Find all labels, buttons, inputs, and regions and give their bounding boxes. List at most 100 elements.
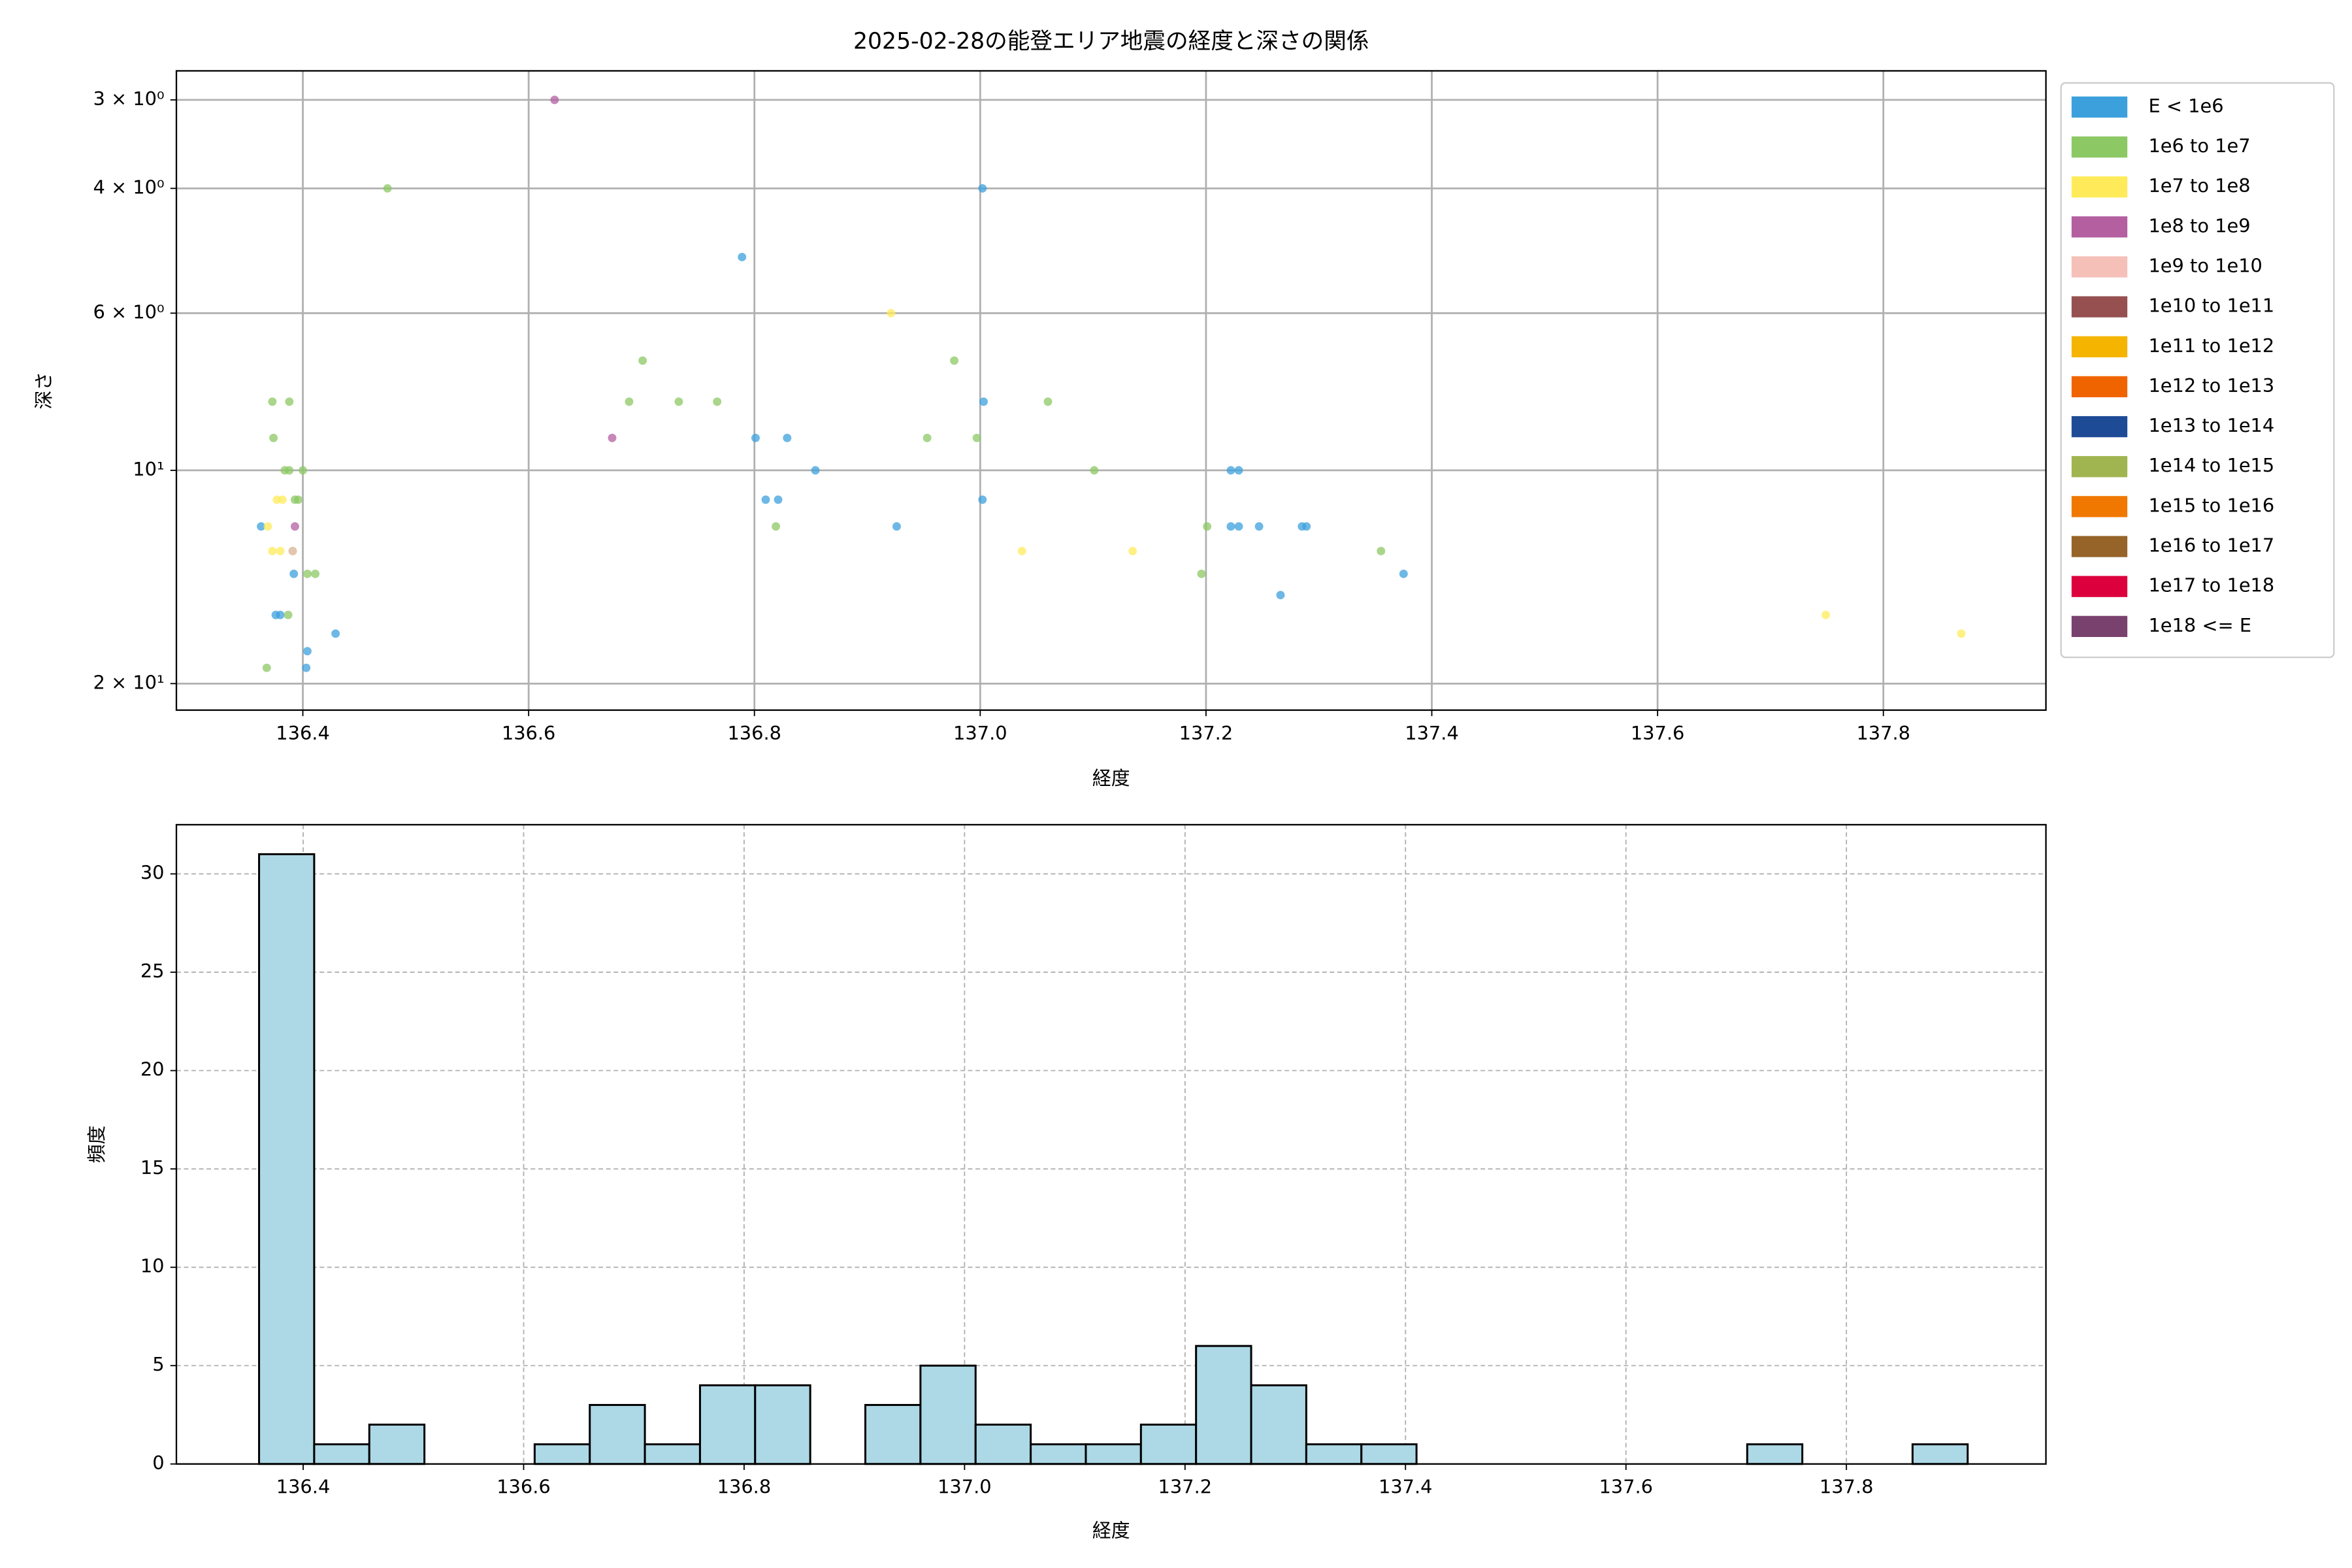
scatter-point: [638, 356, 647, 365]
scatter-point: [761, 495, 770, 504]
scatter-point: [978, 184, 987, 193]
legend-label: 1e11 to 1e12: [2148, 335, 2274, 357]
scatter-point: [302, 569, 312, 578]
scatter-point: [268, 546, 277, 555]
scatter-point: [290, 522, 299, 531]
y-tick-label: 10: [140, 1255, 165, 1277]
scatter-point: [751, 433, 760, 442]
x-tick-label: 137.6: [1599, 1476, 1653, 1498]
legend-swatch: [2071, 496, 2128, 517]
x-tick-label: 137.4: [1405, 722, 1459, 744]
legend-label: 1e10 to 1e11: [2148, 295, 2274, 317]
legend-swatch: [2071, 536, 2128, 557]
y-tick-label: 0: [152, 1452, 164, 1474]
x-tick-label: 136.6: [502, 722, 556, 744]
scatter-point: [625, 397, 634, 406]
histogram-bar: [919, 1364, 977, 1465]
histogram-bar: [258, 853, 316, 1465]
legend-label: 1e8 to 1e9: [2148, 214, 2250, 237]
scatter-point: [1226, 466, 1235, 475]
scatter-point: [1043, 397, 1053, 406]
y-tick-label: 2 × 10¹: [93, 671, 164, 693]
legend-swatch: [2071, 615, 2128, 637]
scatter-point: [979, 397, 988, 406]
legend-swatch: [2071, 456, 2128, 478]
scatter-point: [1302, 522, 1311, 531]
scatter-point: [1197, 569, 1206, 578]
plot-frame: [175, 824, 2047, 1465]
legend-label: 1e16 to 1e17: [2148, 534, 2274, 557]
y-axis-label: 深さ: [33, 372, 55, 410]
scatter-point: [1090, 466, 1099, 475]
legend-label: 1e14 to 1e15: [2148, 454, 2274, 476]
scatter-point: [1276, 591, 1285, 600]
scatter-point: [674, 397, 683, 406]
y-tick-label: 10¹: [133, 458, 164, 480]
histogram-bar: [1030, 1443, 1087, 1465]
legend-label: 1e12 to 1e13: [2148, 374, 2274, 397]
scatter-point: [887, 308, 896, 318]
x-axis-label: 経度: [1092, 767, 1130, 789]
scatter-point: [972, 433, 981, 442]
scatter-point: [285, 466, 294, 475]
scatter-point: [299, 466, 307, 475]
histogram-bar: [1911, 1443, 1969, 1465]
scatter-point: [550, 95, 559, 105]
scatter-point: [713, 397, 722, 406]
scatter-point: [311, 569, 320, 578]
scatter-point: [1399, 569, 1408, 578]
histogram-bar: [368, 1424, 426, 1465]
legend-swatch: [2071, 576, 2128, 597]
histogram-bar: [974, 1424, 1032, 1465]
histogram-bar: [754, 1384, 811, 1465]
scatter-point: [276, 546, 285, 555]
histogram-bar: [1250, 1384, 1307, 1465]
histogram-bar: [1085, 1443, 1142, 1465]
x-tick-label: 136.8: [717, 1476, 772, 1498]
legend-swatch: [2071, 376, 2128, 398]
scatter-point: [1226, 522, 1235, 531]
chart-title: 2025-02-28の能登エリア地震の経度と深さの関係: [853, 29, 1369, 55]
histogram-bar: [698, 1384, 757, 1465]
histogram-bar: [1139, 1424, 1198, 1465]
x-tick-label: 137.6: [1631, 722, 1685, 744]
scatter-point: [1377, 546, 1386, 555]
legend-label: 1e7 to 1e8: [2148, 174, 2250, 197]
histogram-bar: [1305, 1443, 1363, 1465]
scatter-point: [284, 610, 293, 619]
legend-swatch: [2071, 216, 2128, 238]
scatter-point: [285, 397, 294, 406]
legend-label: E < 1e6: [2148, 95, 2223, 117]
histogram-bar: [644, 1443, 701, 1465]
histogram-bar: [313, 1443, 370, 1465]
histogram-bar: [1746, 1443, 1804, 1465]
x-tick-label: 137.4: [1379, 1476, 1433, 1498]
plot-frame: [175, 70, 2047, 711]
x-tick-label: 137.2: [1158, 1476, 1213, 1498]
scatter-point: [772, 522, 781, 531]
legend-label: 1e13 to 1e14: [2148, 414, 2274, 436]
scatter-point: [276, 610, 285, 619]
scatter-point: [263, 522, 272, 531]
histogram-bar: [864, 1403, 922, 1465]
legend-swatch: [2071, 136, 2128, 158]
x-tick-label: 136.8: [727, 722, 781, 744]
y-tick-label: 25: [140, 960, 165, 982]
scatter-point: [1254, 522, 1264, 531]
scatter-point: [268, 397, 277, 406]
scatter-point: [269, 433, 278, 442]
x-tick-label: 137.0: [953, 722, 1007, 744]
legend-swatch: [2071, 176, 2128, 198]
scatter-point: [289, 569, 299, 578]
scatter-point: [1234, 466, 1243, 475]
x-axis-label: 経度: [1092, 1520, 1130, 1542]
histogram-bar: [1360, 1443, 1418, 1465]
scatter-point: [1234, 522, 1243, 531]
y-tick-label: 15: [140, 1156, 165, 1179]
x-tick-label: 137.8: [1856, 722, 1910, 744]
histogram-bar: [533, 1443, 591, 1465]
scatter-point: [1017, 546, 1026, 555]
